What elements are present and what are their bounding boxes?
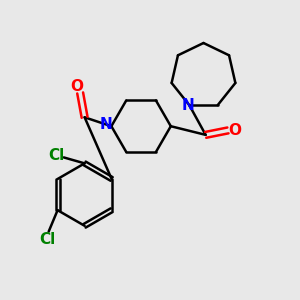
Text: N: N [182,98,194,113]
Text: O: O [228,123,241,138]
Text: O: O [71,79,84,94]
Text: Cl: Cl [48,148,64,164]
Text: Cl: Cl [39,232,55,247]
Text: N: N [100,117,112,132]
